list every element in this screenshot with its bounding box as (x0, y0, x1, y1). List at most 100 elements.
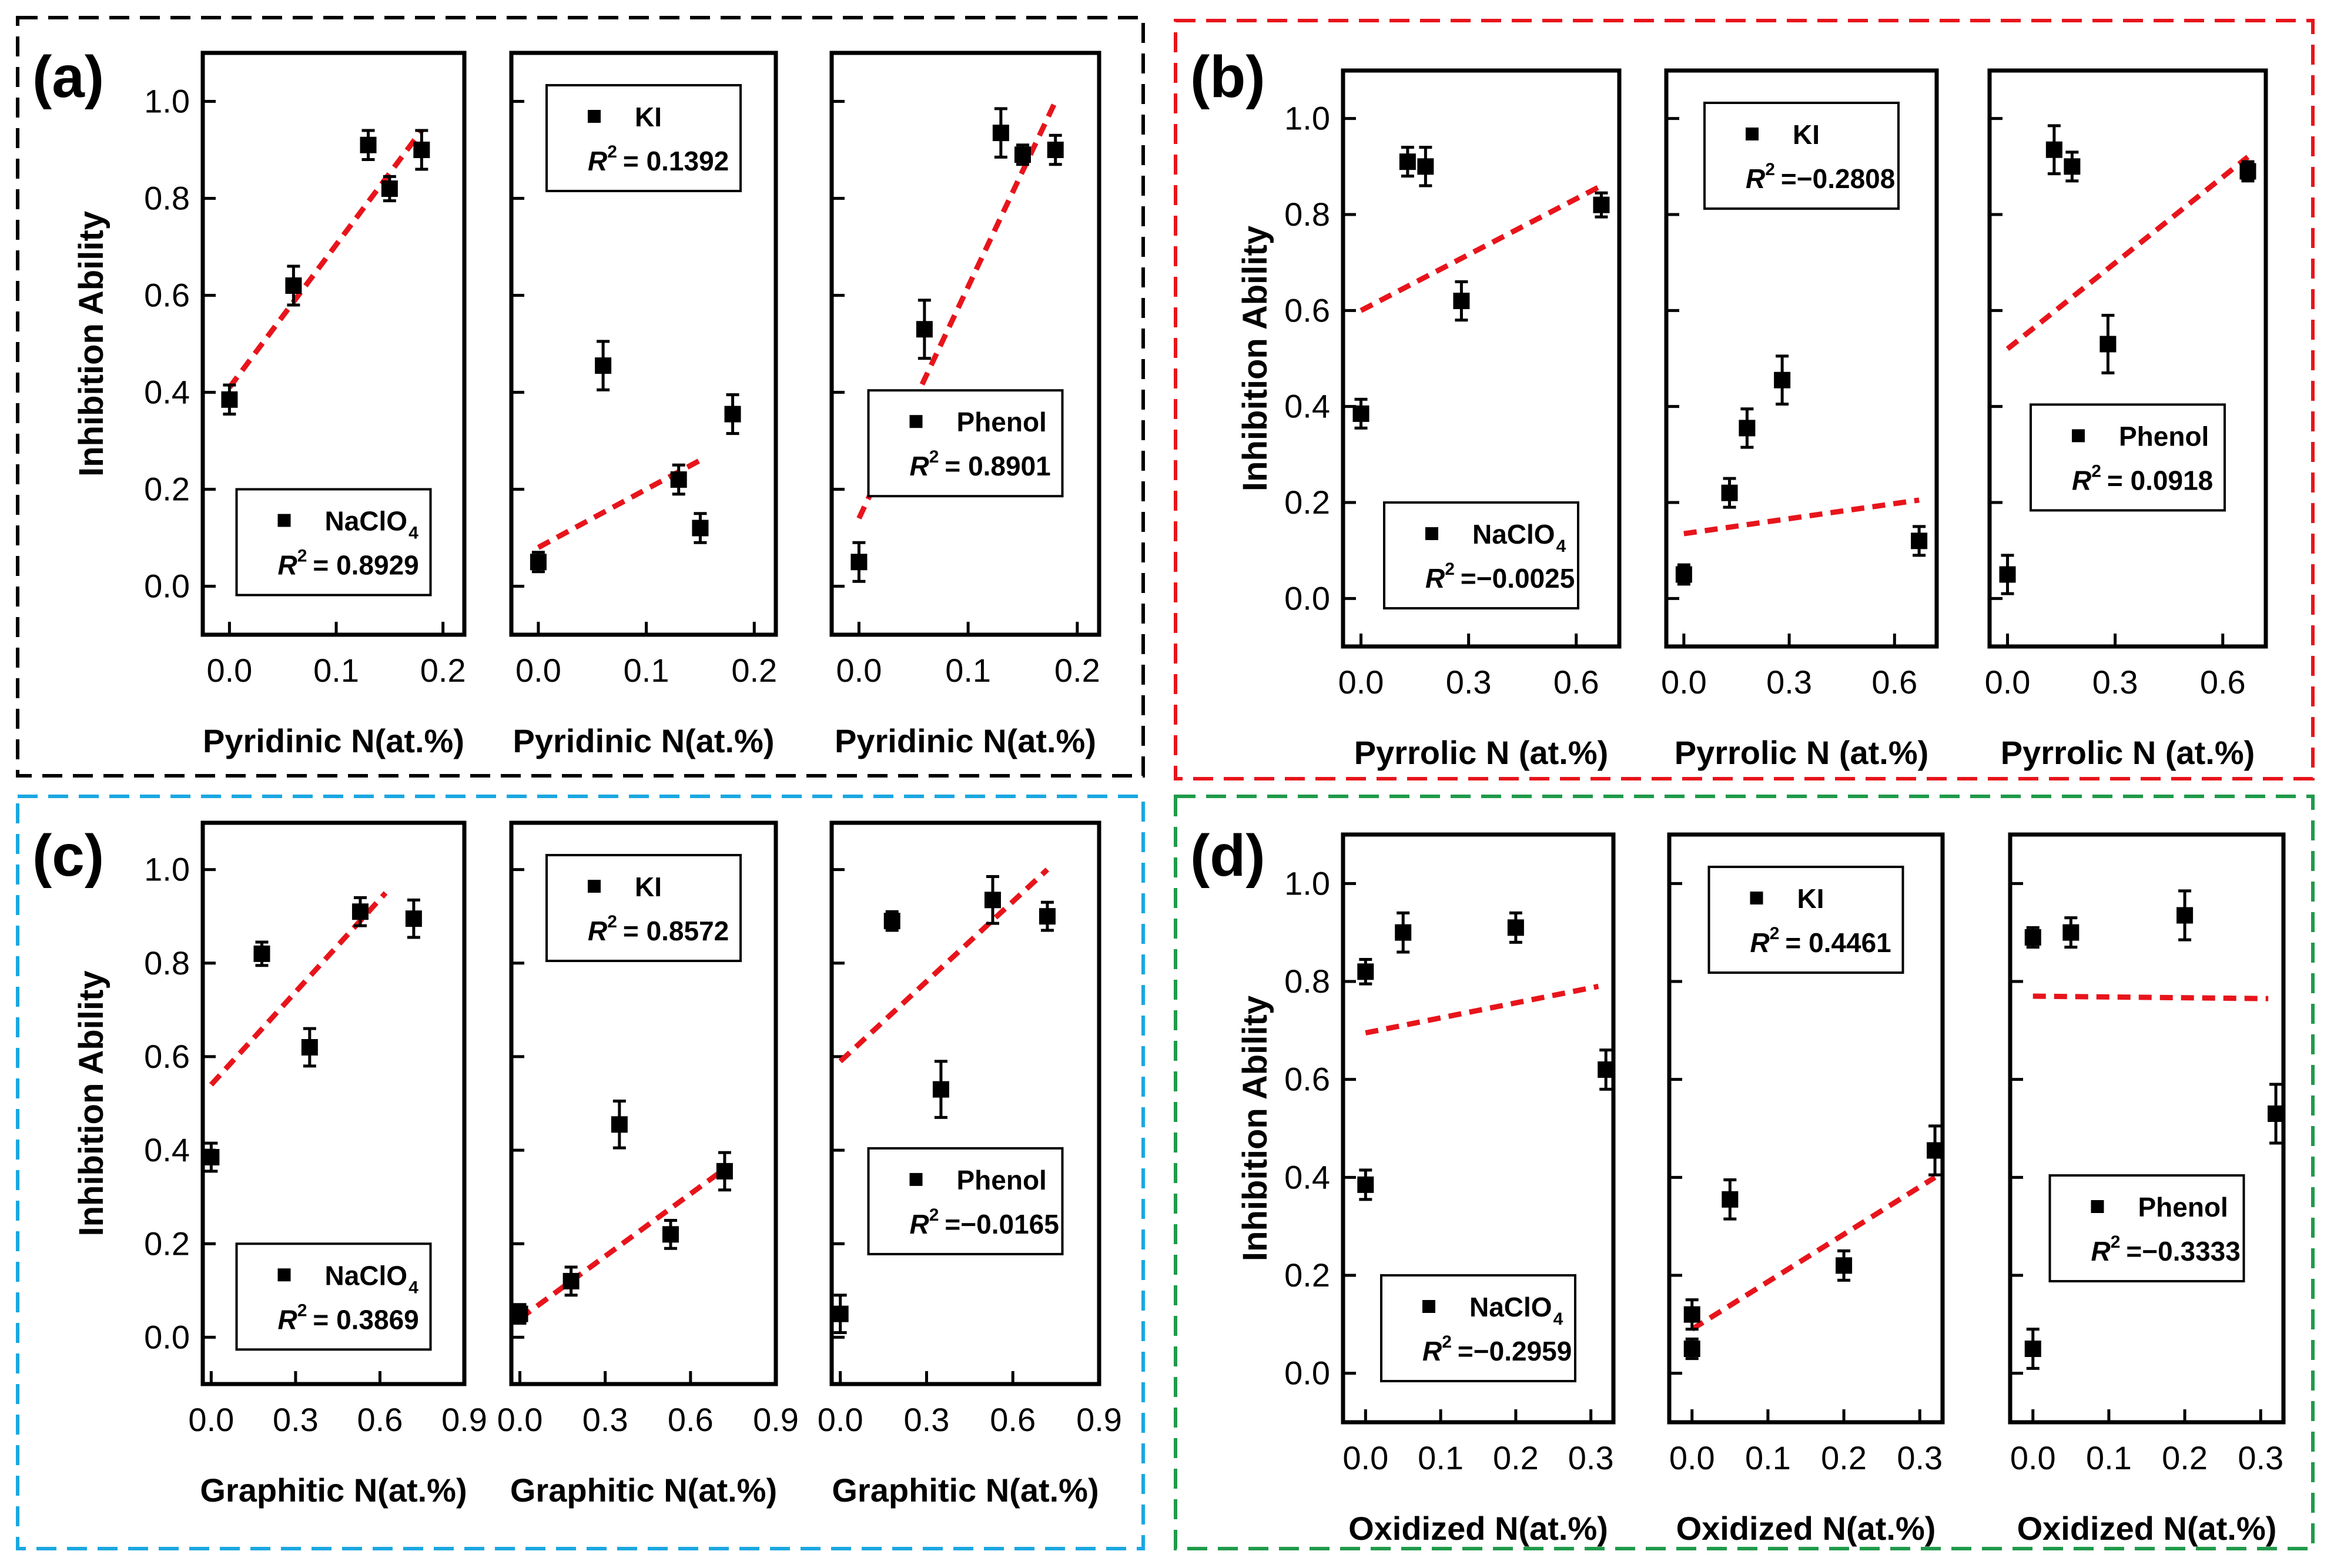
y-tick-label: 0.6 (144, 1038, 190, 1075)
square-marker (2064, 158, 2081, 175)
x-tick-label: 0.2 (1821, 1439, 1867, 1476)
r-squared-label: R2 =−0.0165 (910, 1205, 1059, 1239)
r-squared-value: = 0.4461 (1785, 927, 1891, 958)
plot-area (200, 51, 467, 637)
data-point (530, 551, 547, 574)
x-tick-label: 0.6 (668, 1401, 714, 1438)
y-tick-label: 0.2 (144, 1225, 190, 1262)
data-point (1352, 397, 1369, 430)
legend-series-label: Phenol (957, 1165, 1047, 1195)
x-tick-label: 0.0 (188, 1401, 234, 1438)
data-point (351, 896, 369, 927)
r-squared-value: =−0.2808 (1781, 163, 1895, 194)
square-marker (1047, 142, 1064, 158)
r-squared-superscript: 2 (929, 1205, 939, 1225)
subplot-a-naclo4: 0.0 0.2 0.4 0.6 0.8 1.0 0.0 0.1 0.2 Pyridinic N(a… (144, 51, 467, 759)
linear-fit-line (838, 867, 1049, 1064)
y-tick-label: 0.2 (1284, 1257, 1330, 1294)
square-marker (692, 520, 709, 537)
legend-box (2048, 1174, 2245, 1282)
y-tick-label: 0.8 (1284, 963, 1330, 1000)
x-axis-label: Oxidized N(at.%) (1348, 1510, 1608, 1547)
data-point (2099, 314, 2117, 374)
square-marker (1774, 371, 1791, 388)
linear-fit-line (1690, 1175, 1937, 1332)
legend-series-label: NaClO (1472, 519, 1555, 550)
square-marker (1014, 146, 1031, 163)
data-point (662, 1218, 679, 1250)
subplot-c-naclo4: 0.0 0.2 0.4 0.6 0.8 1.0 0.0 0.3 0.6 0.9 Graphitic … (144, 820, 487, 1509)
r-squared-label: R2 = 0.1392 (588, 142, 729, 176)
square-marker (2268, 1105, 2285, 1122)
legend-series-label: KI (1797, 883, 1824, 914)
square-marker (2024, 1341, 2041, 1357)
r-squared-superscript: 2 (607, 912, 617, 932)
x-axis-label: Oxidized N(at.%) (2017, 1510, 2277, 1547)
x-axis-label: Pyridinic N(at.%) (835, 722, 1096, 759)
legend-series-subscript: 4 (1556, 537, 1566, 556)
square-marker (1593, 196, 1610, 213)
data-point (1598, 1048, 1615, 1091)
x-axis-label: Graphitic N(at.%) (510, 1472, 777, 1509)
square-marker (1675, 566, 1692, 583)
square-marker (850, 554, 868, 571)
square-marker (1357, 963, 1374, 980)
square-marker (1453, 293, 1470, 309)
legend-marker-icon (277, 514, 291, 527)
legend-marker-icon (909, 415, 923, 428)
linear-fit-line (856, 100, 1058, 520)
y-tick-label: 0.4 (1284, 1158, 1330, 1195)
legend-series-subscript: 4 (408, 1278, 418, 1297)
x-tick-label: 0.6 (990, 1401, 1036, 1438)
square-marker (662, 1226, 679, 1243)
x-axis-label: Pyrrolic N (at.%) (1675, 734, 1929, 771)
x-tick-label: 0.2 (731, 652, 777, 689)
data-point (2268, 1083, 2285, 1145)
square-marker (1399, 153, 1416, 170)
x-tick-label: 0.0 (1338, 664, 1384, 701)
panel-label: (d) (1190, 823, 1265, 889)
legend-box (1383, 501, 1579, 609)
data-point (1507, 911, 1524, 944)
linear-fit-line (1683, 497, 1920, 537)
data-point (692, 512, 709, 544)
square-marker (1417, 158, 1434, 175)
square-marker (511, 1305, 528, 1322)
square-marker (595, 357, 612, 374)
legend-box (235, 488, 432, 597)
r-squared-value: = 0.3869 (313, 1304, 418, 1335)
x-tick-label: 0.2 (1054, 652, 1100, 689)
data-point (716, 1151, 733, 1192)
legend-box (1380, 1274, 1576, 1382)
r-squared-value: = 0.1392 (623, 146, 729, 176)
x-tick-label: 0.0 (1661, 664, 1707, 701)
data-point (1774, 354, 1791, 406)
y-tick-label: 0.4 (1284, 388, 1330, 425)
data-point (1417, 146, 1434, 187)
panel-frame-b (1174, 19, 2315, 780)
legend-marker-icon (1422, 1300, 1435, 1313)
r-squared-value: =−0.0165 (945, 1209, 1059, 1239)
square-marker (932, 1081, 949, 1098)
y-tick-label: 0.2 (144, 471, 190, 508)
panel-label: (b) (1190, 44, 1265, 110)
x-tick-label: 0.3 (1446, 664, 1492, 701)
x-tick-label: 0.0 (497, 1401, 543, 1438)
legend-marker-icon (277, 1268, 291, 1282)
r-squared-superscript: 2 (297, 547, 307, 566)
x-tick-label: 0.3 (1897, 1439, 1943, 1476)
data-point (1039, 900, 1056, 932)
plot-area (1664, 68, 1939, 649)
square-marker (1721, 484, 1738, 501)
data-point (1047, 133, 1064, 166)
square-marker (405, 910, 422, 927)
legend-series-label: NaClO (325, 506, 408, 537)
linear-fit-line (2005, 155, 2250, 351)
